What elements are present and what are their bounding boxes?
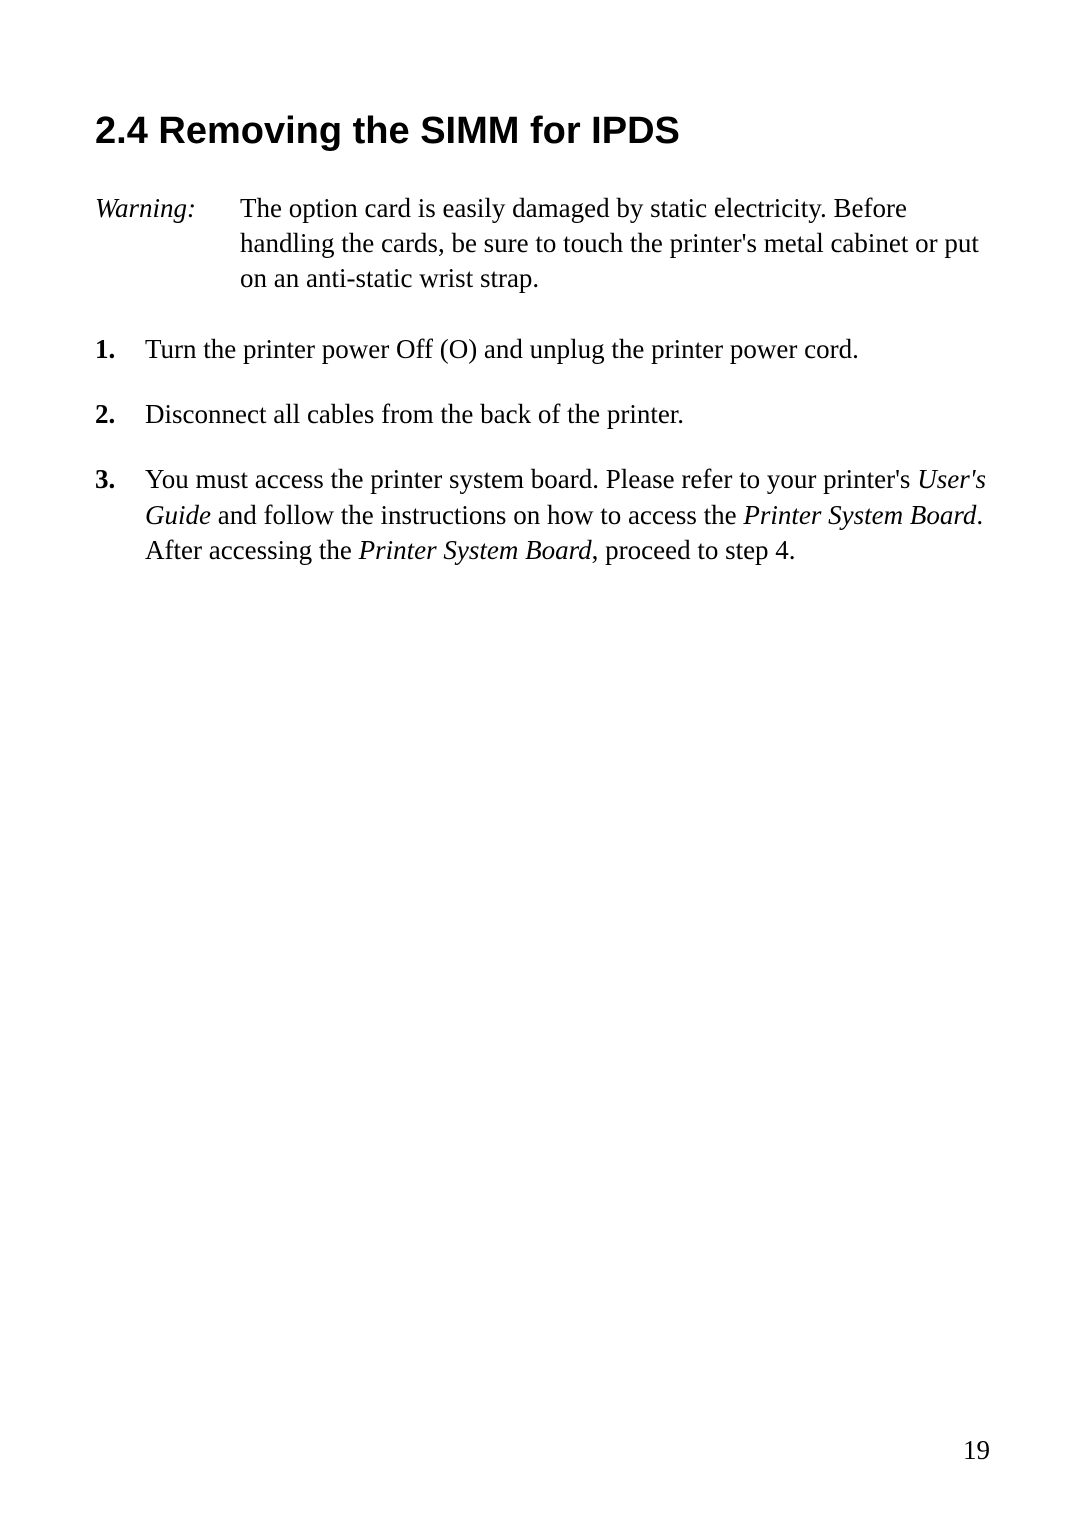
step-number: 3. bbox=[95, 462, 145, 567]
step3-mid1: and follow the instructions on how to ac… bbox=[211, 500, 743, 530]
step-number: 1. bbox=[95, 332, 145, 367]
document-page: 2.4 Removing the SIMM for IPDS Warning: … bbox=[0, 0, 1080, 1526]
step3-post: , proceed to step 4. bbox=[592, 535, 796, 565]
step-text: Turn the printer power Off (O) and unplu… bbox=[145, 332, 990, 367]
step-3: 3. You must access the printer system bo… bbox=[95, 462, 990, 567]
step-2: 2. Disconnect all cables from the back o… bbox=[95, 397, 990, 432]
step3-italic-psb1: Printer System Board bbox=[743, 500, 976, 530]
step-1: 1. Turn the printer power Off (O) and un… bbox=[95, 332, 990, 367]
section-heading: 2.4 Removing the SIMM for IPDS bbox=[95, 110, 990, 153]
warning-label: Warning: bbox=[95, 191, 240, 296]
step3-italic-psb2: Printer System Board bbox=[359, 535, 592, 565]
page-number: 19 bbox=[963, 1435, 990, 1466]
step-text: You must access the printer system board… bbox=[145, 462, 990, 567]
step-number: 2. bbox=[95, 397, 145, 432]
warning-block: Warning: The option card is easily damag… bbox=[95, 191, 990, 296]
step-text: Disconnect all cables from the back of t… bbox=[145, 397, 990, 432]
warning-text: The option card is easily damaged by sta… bbox=[240, 191, 990, 296]
step3-pre1: You must access the printer system board… bbox=[145, 464, 917, 494]
